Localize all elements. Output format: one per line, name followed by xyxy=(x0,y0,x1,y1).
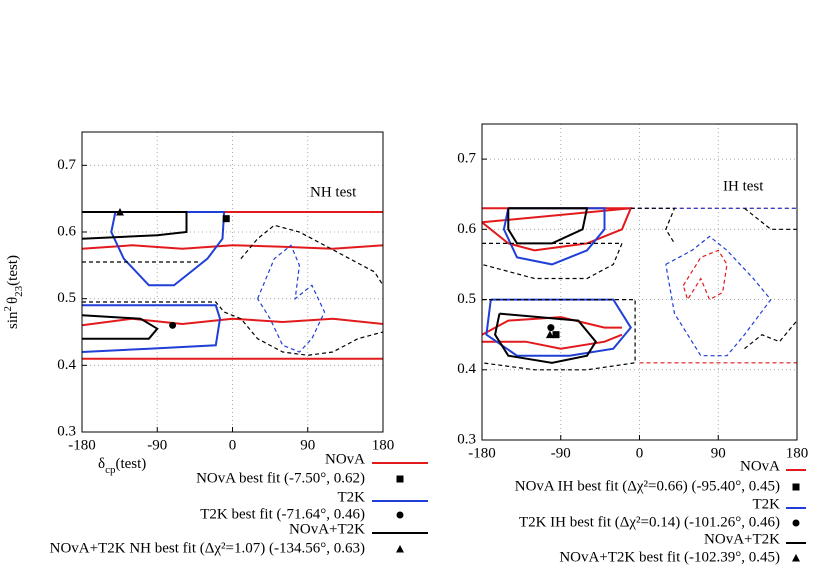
contour-line xyxy=(630,207,797,364)
annotation: IH test xyxy=(723,178,764,194)
x-tick-label: -180 xyxy=(68,437,96,453)
legend-label: T2K best fit (-71.64°, 0.46) xyxy=(200,506,365,522)
legend-label: T2K xyxy=(753,496,781,512)
legend-label: NOvA IH best fit (Δχ²=0.66) (-95.40°, 0.… xyxy=(515,478,780,494)
x-tick-label: 0 xyxy=(636,445,644,461)
annotation: NH test xyxy=(310,184,357,200)
x-tick-label: 0 xyxy=(229,437,237,453)
y-label-part: θ xyxy=(5,297,21,304)
legend-label: NOvA+T2K xyxy=(289,521,365,537)
x-label-part: (test) xyxy=(115,456,146,472)
plot-frame xyxy=(481,123,798,441)
legend-label: T2K IH best fit (Δχ²=0.14) (-101.26°, 0.… xyxy=(519,514,780,530)
y-tick-label: 0.3 xyxy=(57,423,76,439)
x-tick-label: -180 xyxy=(468,445,496,461)
legend-marker xyxy=(792,483,800,491)
legend-marker xyxy=(792,519,800,527)
contour-line xyxy=(82,224,384,356)
y-axis-label: sin2 θ23(test) xyxy=(2,255,25,329)
legend-marker xyxy=(396,511,404,519)
y-tick-label: 0.4 xyxy=(457,361,476,377)
y-tick-label: 0.4 xyxy=(57,357,76,373)
x-label-sub: cp xyxy=(105,464,116,476)
y-tick-label: 0.7 xyxy=(57,157,76,173)
x-label-part: δ xyxy=(98,456,105,472)
contour-line xyxy=(481,207,798,371)
contour-line xyxy=(485,207,633,357)
legend-label: NOvA+T2K xyxy=(704,531,780,547)
x-tick-label: 90 xyxy=(300,437,315,453)
x-tick-label: 90 xyxy=(711,445,726,461)
x-tick-label: -90 xyxy=(147,437,167,453)
x-tick-label: -90 xyxy=(551,445,571,461)
x-tick-label: 180 xyxy=(372,437,395,453)
legend-marker xyxy=(396,545,404,553)
y-tick-label: 0.3 xyxy=(457,431,476,447)
legend-label: NOvA+T2K NH best fit (Δχ²=1.07) (-134.56… xyxy=(50,540,365,556)
y-label-sub: 23 xyxy=(13,285,25,297)
y-label-sup: 2 xyxy=(2,306,14,312)
legend-marker xyxy=(792,554,800,562)
contour-line xyxy=(81,211,188,340)
x-tick-label: 180 xyxy=(786,445,809,461)
contour-line xyxy=(630,207,797,357)
legend-label: T2K xyxy=(338,489,366,505)
legend-label: NOvA xyxy=(740,458,780,474)
y-label-part: sin xyxy=(5,311,21,329)
contour-line xyxy=(494,207,598,364)
y-label-part: (test) xyxy=(5,255,21,286)
contour-line xyxy=(81,211,384,360)
y-tick-label: 0.6 xyxy=(57,223,76,239)
plot-frame xyxy=(81,131,384,433)
best-fit-point xyxy=(547,324,555,332)
legend-label: NOvA+T2K best fit (-102.39°, 0.45) xyxy=(559,549,780,565)
best-fit-point xyxy=(169,321,177,329)
y-tick-label: 0.7 xyxy=(457,151,476,167)
legend-label: NOvA xyxy=(325,451,365,467)
x-axis-label: δcp(test) xyxy=(98,456,146,475)
best-fit-point xyxy=(222,215,230,223)
contour-line xyxy=(257,244,326,353)
y-tick-label: 0.6 xyxy=(457,221,476,237)
best-fit-point xyxy=(552,331,560,339)
legend-label: NOvA best fit (-7.50°, 0.62) xyxy=(196,470,365,486)
y-tick-label: 0.5 xyxy=(457,291,476,307)
best-fit-point xyxy=(545,330,554,339)
y-tick-label: 0.5 xyxy=(57,290,76,306)
legend-marker xyxy=(396,475,404,483)
best-fit-point xyxy=(115,208,124,216)
contour-line xyxy=(81,211,226,353)
